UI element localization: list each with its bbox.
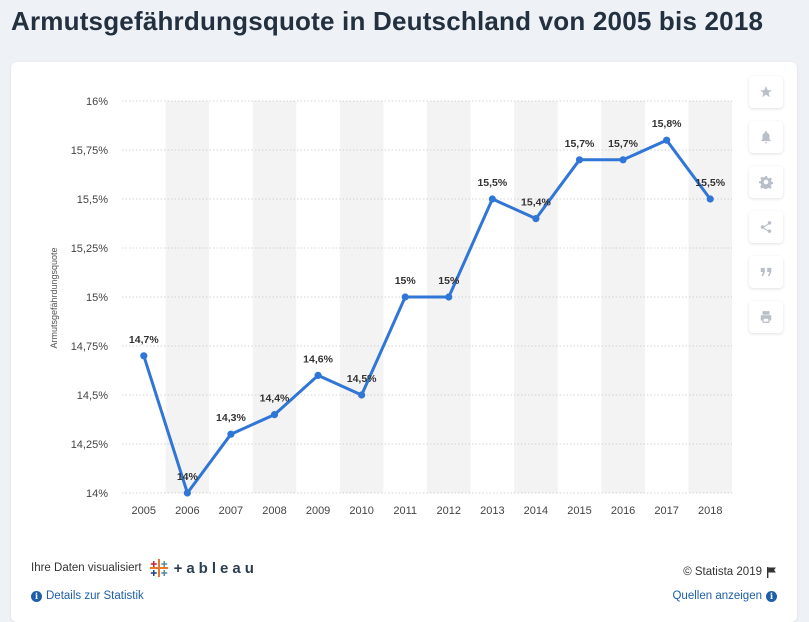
data-point [663,136,671,144]
x-tick-label: 2014 [524,505,548,517]
share-icon [760,221,772,233]
tableau-wordmark: +ableau [173,559,258,577]
data-label: 14,5% [347,373,377,385]
flag-icon[interactable] [767,566,777,578]
y-tick-label: 14,25% [71,439,109,451]
favorite-button[interactable] [749,76,783,108]
x-tick-label: 2005 [132,505,156,517]
series-line [142,138,712,495]
gear-icon [759,176,773,189]
x-tick-label: 2018 [698,505,722,517]
notification-button[interactable] [749,121,783,153]
tableau-logo-icon [149,559,168,577]
x-tick-label: 2009 [306,505,330,517]
y-tick-label: 15,5% [77,194,108,206]
x-tick-label: 2011 [393,505,417,517]
info-icon: i [766,590,777,602]
y-tick-label: 14% [86,488,108,500]
tableau-credit: Ihre Daten visualisiert +ableau [31,557,258,579]
data-label: 15,4% [521,197,551,209]
y-axis-ticks: 14% 14,25% 14,5% 14,75% 15% 15,25% 15,5% 15,75%… [71,96,109,500]
sources-link-label: Quellen anzeigen [672,590,762,602]
x-tick-label: 2015 [567,505,591,517]
data-point [358,391,366,399]
y-tick-label: 15% [86,292,108,304]
data-label: 15,5% [477,177,507,189]
data-label: 14,4% [260,393,290,405]
data-point [401,293,409,301]
info-icon: i [31,590,42,602]
chart-band [165,101,210,493]
data-label: 15,7% [608,138,638,150]
details-link[interactable]: i Details zur Statistik [31,590,144,602]
cite-button[interactable] [749,256,783,288]
page-title: Armutsgefährdungsquote in Deutschland vo… [11,6,764,36]
y-tick-label: 16% [86,96,108,108]
data-point [140,352,148,360]
data-point [488,195,496,203]
data-point [314,371,322,379]
data-label: 14% [177,471,199,483]
x-tick-label: 2010 [349,505,373,517]
copyright: © Statista 2019 [683,566,777,578]
data-point [575,156,584,164]
data-label: 15,7% [565,138,595,150]
x-tick-label: 2006 [175,505,199,517]
print-button[interactable] [749,301,783,333]
chart-gridlines [122,100,732,494]
chart-data-labels: 14,7% 14% 14,3% 14,4% 14,6% 14,5% 15% 15% 15,5% 1… [129,118,726,483]
data-point [706,195,714,203]
y-tick-label: 14,75% [71,341,109,353]
data-point [270,411,279,419]
data-point [619,156,627,164]
x-tick-label: 2017 [654,505,678,517]
print-icon [760,311,772,323]
share-button[interactable] [749,211,783,243]
chart-points [140,136,714,497]
data-label: 15,8% [652,118,682,130]
data-label: 14,6% [303,353,333,365]
x-tick-label: 2016 [611,505,635,517]
x-tick-label: 2008 [262,505,286,517]
chart-card [11,62,797,622]
data-label: 15,5% [695,177,725,189]
data-label: 14,3% [216,412,246,424]
chart-series [142,138,712,495]
copyright-text: © Statista 2019 [683,566,762,578]
y-tick-label: 14,5% [77,390,108,402]
data-point [445,293,453,301]
quote-icon [760,267,772,277]
data-label: 15% [438,275,460,287]
x-tick-label: 2007 [219,505,243,517]
y-tick-label: 15,75% [71,145,109,157]
details-link-label: Details zur Statistik [46,590,144,602]
data-point [183,489,191,497]
sources-link[interactable]: Quellen anzeigen i [672,590,777,602]
side-toolbar [749,76,783,346]
data-point [227,430,235,438]
y-axis-label: Armutsgefährdungsquote [49,247,59,348]
x-tick-label: 2013 [480,505,504,517]
star-icon [760,86,772,98]
data-label: 14,7% [129,334,159,346]
y-tick-label: 15,25% [71,243,109,255]
data-label: 15% [395,275,417,287]
viz-label: Ihre Daten visualisiert [31,562,142,574]
data-point [532,215,540,223]
x-axis-ticks: 2005 2006 2007 2008 2009 2010 2011 2012 2013 2014… [132,505,723,517]
x-tick-label: 2012 [437,505,461,517]
bell-icon [761,131,771,144]
settings-button[interactable] [749,166,783,198]
